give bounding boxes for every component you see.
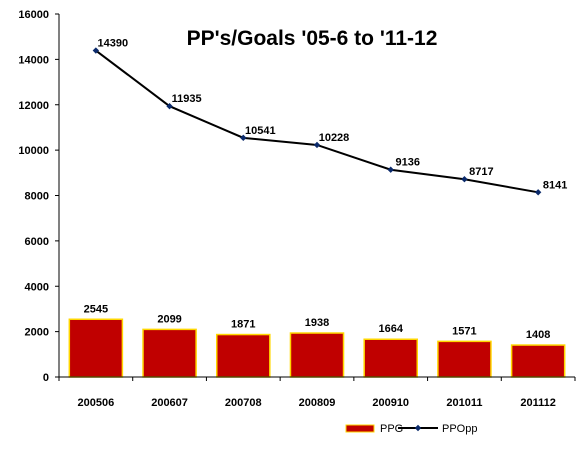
y-tick-label: 0 — [43, 372, 49, 384]
point-value-label: 8717 — [469, 166, 493, 178]
legend-marker-ppopp — [414, 424, 422, 432]
legend-label-ppg: PPG — [380, 423, 403, 435]
x-tick-label: 200607 — [151, 397, 188, 409]
labels-layer: 2545 2099 1871 1938 1664 1571 1408 14390 11935 10… — [84, 38, 568, 342]
bar-value-label: 1408 — [526, 329, 550, 341]
x-tick-label: 200809 — [299, 397, 336, 409]
legend-swatch-ppg — [345, 424, 375, 433]
y-tick-label: 14000 — [18, 54, 49, 66]
bar-value-label: 1571 — [452, 325, 476, 337]
x-tick-label: 201112 — [520, 397, 556, 409]
point-value-label: 10541 — [245, 125, 276, 137]
bar-value-label: 1664 — [378, 323, 403, 335]
axes-layer: 0 2000 4000 6000 8000 10000 12000 14000 16000 200… — [18, 9, 576, 409]
point-ppopp — [313, 141, 321, 149]
bar-ppg — [363, 338, 419, 378]
bar-value-label: 2099 — [157, 313, 181, 325]
y-tick-label: 12000 — [18, 100, 49, 112]
y-tick-label: 4000 — [25, 281, 49, 293]
x-tick-label: 200708 — [225, 397, 262, 409]
x-tick-label: 201011 — [446, 397, 482, 409]
bar-value-label: 1938 — [305, 317, 329, 329]
point-value-label: 8141 — [543, 179, 567, 191]
point-ppopp — [240, 134, 247, 142]
x-tick-label: 200506 — [77, 397, 114, 409]
y-tick-label: 10000 — [18, 145, 49, 157]
bar-value-label: 1871 — [231, 319, 255, 331]
bar-ppg — [142, 328, 197, 378]
legend-label-ppopp: PPOpp — [442, 423, 477, 435]
point-ppopp — [461, 176, 468, 183]
bars-layer — [68, 318, 566, 378]
chart-title: PP's/Goals '05-6 to '11-12 — [187, 27, 438, 50]
line-layer — [92, 47, 542, 196]
bar-ppg — [510, 344, 566, 378]
point-ppopp — [534, 189, 542, 196]
point-ppopp — [166, 103, 173, 110]
point-value-label: 10228 — [319, 132, 350, 144]
bar-ppg — [68, 318, 124, 378]
bar-ppg — [289, 332, 345, 378]
point-value-label: 11935 — [172, 93, 202, 105]
bar-value-label: 2545 — [84, 303, 108, 315]
y-tick-label: 8000 — [25, 191, 49, 203]
x-tick-label: 200910 — [372, 397, 409, 409]
y-tick-label: 2000 — [25, 327, 49, 339]
bar-ppg — [437, 340, 492, 378]
y-tick-label: 6000 — [25, 236, 49, 248]
legend: PPG PPOpp — [345, 423, 477, 435]
bar-ppg — [215, 333, 271, 378]
point-value-label: 9136 — [395, 157, 419, 169]
point-value-label: 14390 — [98, 38, 129, 50]
y-tick-label: 16000 — [18, 9, 49, 21]
point-ppopp — [387, 166, 394, 173]
point-ppopp — [92, 47, 100, 54]
